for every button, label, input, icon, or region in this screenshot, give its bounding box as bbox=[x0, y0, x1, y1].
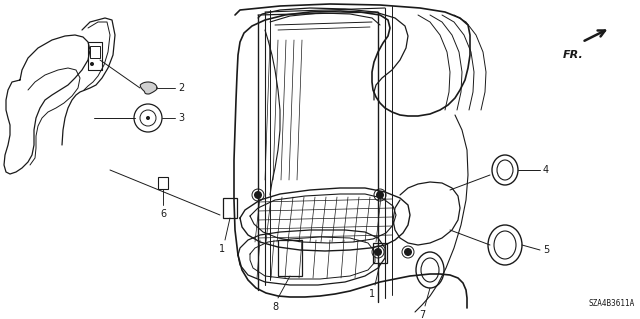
Text: 1: 1 bbox=[369, 289, 375, 299]
Text: 1: 1 bbox=[219, 244, 225, 254]
Circle shape bbox=[404, 248, 412, 256]
Text: 8: 8 bbox=[272, 302, 278, 312]
Circle shape bbox=[254, 191, 262, 199]
Text: FR.: FR. bbox=[563, 50, 584, 60]
Circle shape bbox=[376, 191, 384, 199]
Text: 5: 5 bbox=[543, 245, 549, 255]
Text: 4: 4 bbox=[543, 165, 549, 175]
Text: SZA4B3611A: SZA4B3611A bbox=[589, 299, 635, 308]
Text: 2: 2 bbox=[178, 83, 184, 93]
Polygon shape bbox=[140, 82, 157, 94]
Circle shape bbox=[90, 62, 94, 66]
Text: 6: 6 bbox=[160, 209, 166, 219]
Circle shape bbox=[374, 248, 382, 256]
Circle shape bbox=[146, 116, 150, 120]
Text: 7: 7 bbox=[419, 310, 425, 319]
Text: 3: 3 bbox=[178, 113, 184, 123]
